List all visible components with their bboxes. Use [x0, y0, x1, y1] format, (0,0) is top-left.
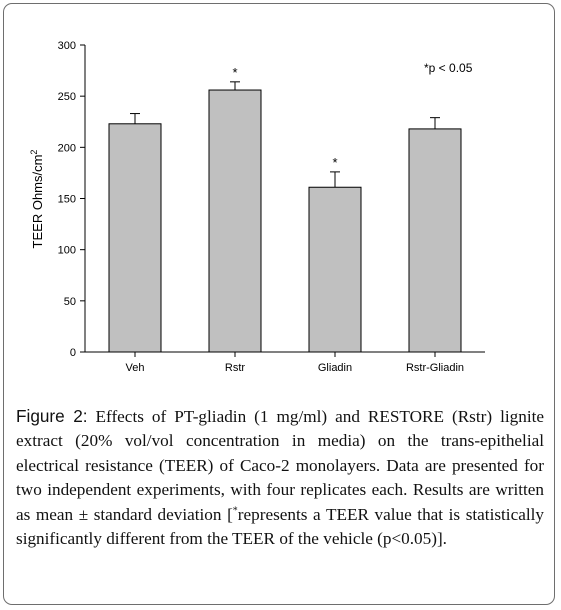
y-tick-label: 300 — [58, 40, 76, 52]
caption-label: Figure 2: — [16, 406, 88, 426]
figure-frame — [3, 3, 555, 605]
y-tick-label: 0 — [70, 347, 76, 359]
x-axis: Veh Rstr Gliadin Rstr-Gliadin — [85, 351, 485, 374]
bar — [408, 128, 462, 353]
significance-annotation: *p < 0.05 — [424, 61, 473, 75]
x-tick-label: Rstr — [225, 362, 246, 374]
y-tick-label: 250 — [58, 91, 76, 103]
y-tick-label: 150 — [58, 194, 76, 206]
figure-caption: Figure 2: Effects of PT-gliadin (1 mg/ml… — [16, 404, 544, 551]
y-axis-label-text: TEER Ohms/cm — [30, 155, 45, 249]
x-tick-label: Gliadin — [318, 362, 352, 374]
caption-text-part1: Effects of PT-gliadin (1 mg/ml) and REST… — [16, 407, 545, 524]
y-tick-label: 200 — [58, 142, 76, 154]
x-tick-label: Veh — [126, 362, 145, 374]
y-axis: 0 50 100 150 200 250 300 — [58, 40, 86, 359]
y-tick-label: 100 — [58, 245, 76, 257]
significance-marker: * — [332, 155, 337, 170]
bar — [208, 89, 262, 353]
caption-text-part2: represents a TEER value that is statisti… — [16, 504, 544, 549]
x-tick-label: Rstr-Gliadin — [406, 362, 464, 374]
bar — [108, 123, 162, 353]
y-tick-label: 50 — [64, 296, 76, 308]
bars: ** — [108, 65, 462, 353]
y-axis-label: TEER Ohms/cm2 — [29, 150, 45, 249]
y-axis-label-superscript: 2 — [29, 150, 39, 155]
bar — [308, 186, 362, 353]
caption-superscript: * — [232, 504, 238, 516]
significance-marker: * — [232, 65, 237, 80]
